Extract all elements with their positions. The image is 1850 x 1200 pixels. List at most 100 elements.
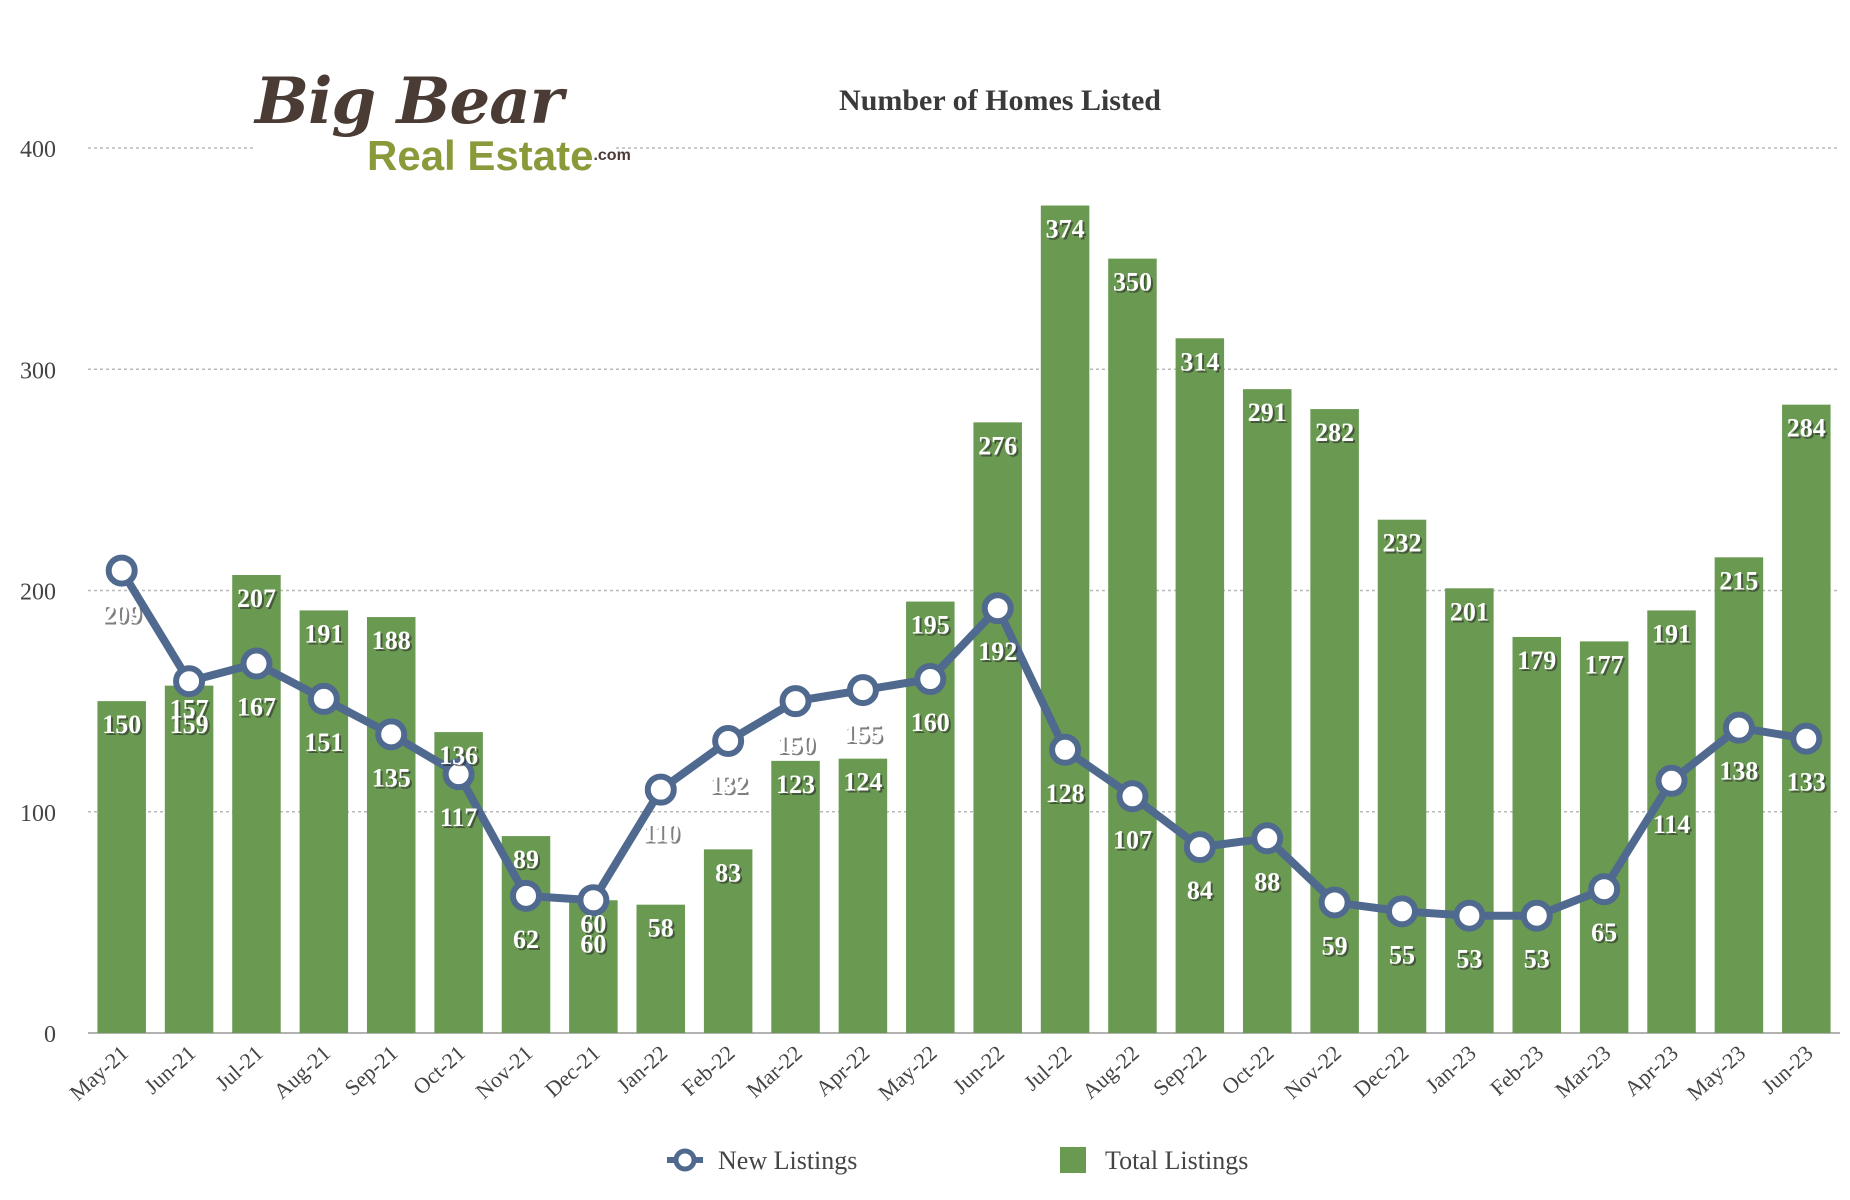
point-new-listings xyxy=(307,682,340,715)
line-value-label-shadow: 151 xyxy=(306,730,345,759)
point-new-listings xyxy=(240,647,273,680)
x-tick-label: Jul-22 xyxy=(1019,1040,1077,1095)
line-value-label-shadow: 117 xyxy=(442,805,480,834)
line-value-label-shadow: 159 xyxy=(172,712,211,741)
point-new-listings xyxy=(173,665,206,698)
bar-total-listings xyxy=(1445,588,1494,1033)
line-value-label-shadow: 150 xyxy=(778,732,817,761)
line-value-label: 133 xyxy=(1787,768,1826,797)
y-tick-label: 200 xyxy=(20,580,56,606)
line-value-label: 55 xyxy=(1389,940,1415,969)
line-value-label-shadow: 138 xyxy=(1721,759,1760,788)
line-value-label-shadow: 110 xyxy=(644,821,682,850)
logo-line2: Real Estate.com xyxy=(367,130,631,182)
line-value-label: 117 xyxy=(440,803,478,832)
bar-total-listings xyxy=(164,685,214,1033)
line-value-label: 209 xyxy=(102,600,141,629)
bar-value-label: 150 xyxy=(102,710,141,739)
bar-value-label-shadow: 191 xyxy=(1654,621,1693,650)
bar-value-label-shadow: 191 xyxy=(306,621,345,650)
line-value-label: 132 xyxy=(709,770,748,799)
point-new-listings xyxy=(1588,873,1621,906)
x-tick-label: May-23 xyxy=(1682,1040,1750,1105)
x-tick-label: Jul-21 xyxy=(210,1040,268,1095)
bar-value-label-shadow: 232 xyxy=(1385,531,1424,560)
chart-title: Number of Homes Listed xyxy=(839,84,1161,117)
bar-value-label: 350 xyxy=(1113,268,1152,297)
legend-label-total-listings: Total Listings xyxy=(1105,1146,1248,1175)
bar-total-listings xyxy=(232,575,281,1033)
bar-total-listings xyxy=(703,849,753,1033)
bar-value-label-shadow: 350 xyxy=(1115,270,1154,299)
point-new-listings xyxy=(510,879,542,912)
point-new-listings xyxy=(644,773,677,806)
company-logo: Big Bear Real Estate.com xyxy=(255,62,631,192)
line-value-label: 110 xyxy=(642,819,680,848)
line-value-label-shadow: 135 xyxy=(374,765,413,794)
x-tick-label: Apr-22 xyxy=(811,1040,875,1101)
line-value-label: 128 xyxy=(1046,779,1085,808)
point-new-listings xyxy=(712,724,745,757)
bar-value-label: 215 xyxy=(1719,566,1758,595)
bar-total-listings xyxy=(366,617,416,1033)
bar-value-label-shadow: 60 xyxy=(582,911,608,940)
line-value-label: 62 xyxy=(513,925,539,954)
line-value-label-shadow: 155 xyxy=(845,721,884,750)
x-tick-label: Jun-22 xyxy=(948,1040,1009,1099)
bar-value-label: 188 xyxy=(372,626,411,655)
bar-total-listings xyxy=(771,760,820,1033)
point-new-listings xyxy=(914,663,947,695)
bar-total-listings xyxy=(1647,610,1696,1033)
bar-value-label-shadow: 284 xyxy=(1789,416,1828,445)
line-value-label: 59 xyxy=(1322,931,1348,960)
line-value-label: 167 xyxy=(237,693,276,722)
line-value-label-shadow: 53 xyxy=(1458,947,1484,976)
y-tick-label: 0 xyxy=(44,1022,56,1048)
bar-total-listings xyxy=(1512,636,1562,1033)
point-new-listings xyxy=(1251,822,1284,855)
bar-total-listings xyxy=(1040,205,1090,1033)
bar-value-label: 232 xyxy=(1383,529,1422,558)
line-value-label-shadow: 160 xyxy=(913,710,952,739)
line-value-label-shadow: 88 xyxy=(1256,869,1282,898)
bar-value-label: 276 xyxy=(978,431,1017,460)
line-value-label-shadow: 192 xyxy=(980,639,1019,668)
y-tick-label: 100 xyxy=(20,801,56,827)
bar-value-label: 195 xyxy=(911,611,950,640)
new-listings-line xyxy=(105,554,1823,932)
bar-value-label-shadow: 276 xyxy=(980,433,1019,462)
bar-value-label: 123 xyxy=(776,770,815,799)
bar-value-label-shadow: 58 xyxy=(650,916,676,945)
x-tick-label: Nov-21 xyxy=(471,1040,538,1104)
bar-total-listings xyxy=(838,758,888,1033)
line-value-label-shadow: 62 xyxy=(515,927,541,956)
bar-value-label-shadow: 215 xyxy=(1721,568,1760,597)
line-value-label-shadow: 107 xyxy=(1115,827,1154,856)
bars xyxy=(97,205,1831,1034)
bar-value-label: 136 xyxy=(439,741,478,770)
point-new-listings xyxy=(1722,711,1755,744)
bar-total-listings xyxy=(569,900,618,1033)
point-new-listings xyxy=(577,884,610,917)
logo-line1: Big Bear xyxy=(255,64,563,139)
bar-value-label: 291 xyxy=(1248,398,1287,427)
point-new-listings xyxy=(1049,733,1082,766)
bar-value-label: 207 xyxy=(237,584,276,613)
line-value-label: 138 xyxy=(1719,757,1758,786)
x-tick-label: Mar-22 xyxy=(741,1040,806,1102)
bar-total-listings xyxy=(1782,404,1831,1033)
x-tick-label: Jun-21 xyxy=(139,1040,200,1099)
bar-value-label-shadow: 201 xyxy=(1452,599,1491,628)
point-new-listings xyxy=(1790,722,1823,755)
line-value-label-shadow: 65 xyxy=(1593,920,1619,949)
bar-value-label-shadow: 291 xyxy=(1250,400,1289,429)
point-new-listings xyxy=(1386,895,1418,928)
line-value-label: 135 xyxy=(372,763,411,792)
line-value-label-shadow: 114 xyxy=(1655,812,1693,841)
legend-label-new-listings: New Listings xyxy=(718,1146,857,1175)
bar-total-listings xyxy=(1242,389,1292,1034)
bar-total-listings xyxy=(1714,557,1764,1033)
bar-value-label-shadow: 124 xyxy=(845,770,884,799)
